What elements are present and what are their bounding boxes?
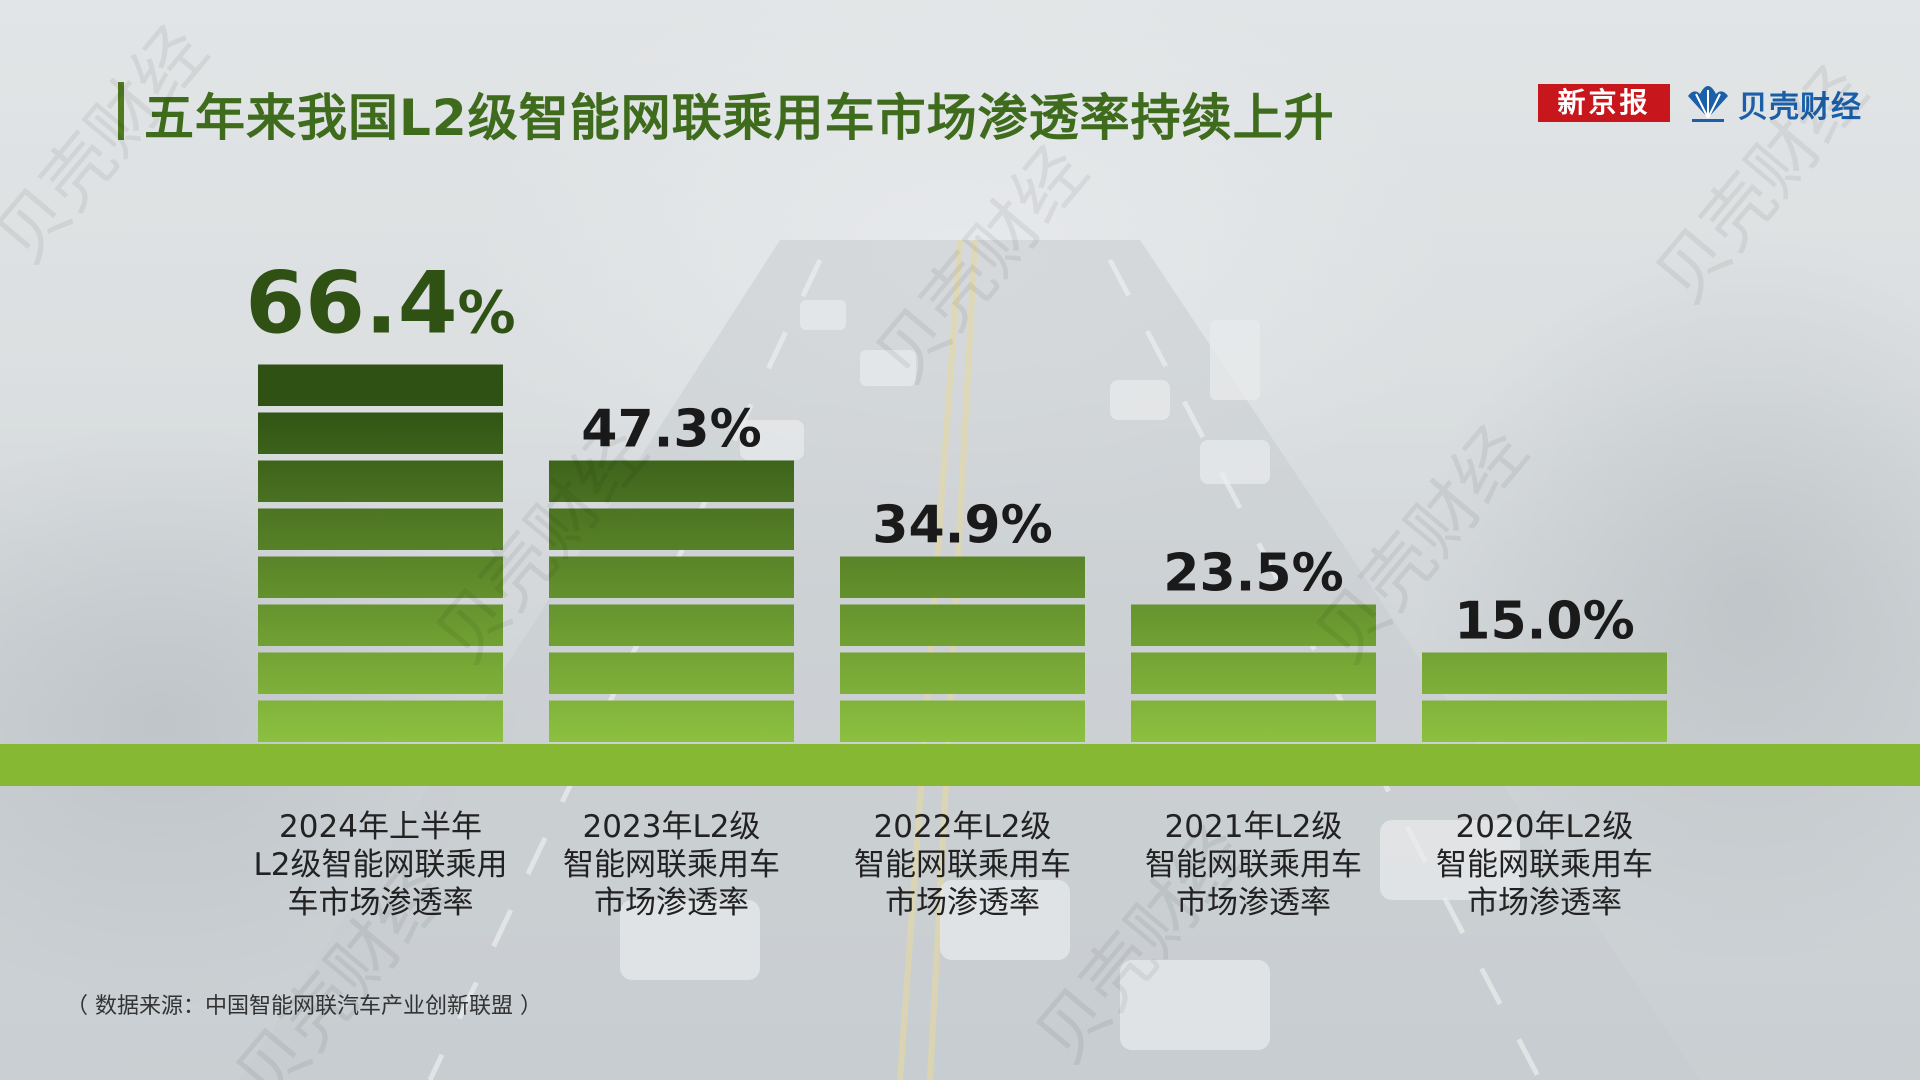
bar-segment: [258, 604, 503, 646]
bar-segment: [1131, 604, 1376, 646]
beike-logo: 贝壳财经: [1684, 82, 1862, 126]
category-label-line: 车市场渗透率: [287, 885, 474, 921]
bar-segment: [258, 460, 503, 502]
category-label-line: 2021年L2级: [1164, 809, 1343, 845]
bar-segment: [258, 556, 503, 598]
category-label-line: 市场渗透率: [594, 885, 749, 921]
data-label: 23.5%: [1163, 544, 1343, 604]
bar: [258, 364, 503, 742]
bar-segment: [1422, 700, 1667, 742]
bar-segment: [549, 508, 794, 550]
watermark: 贝壳财经: [860, 131, 1103, 398]
bar-segment: [1422, 652, 1667, 694]
bar: [549, 460, 794, 742]
category-label-line: 智能网联乘用车: [1145, 847, 1362, 883]
data-label-unit: %: [1001, 496, 1053, 556]
data-label-unit: %: [1583, 592, 1635, 652]
data-source-note: （ 数据来源：中国智能网联汽车产业创新联盟 ）: [66, 994, 542, 1019]
bar-segment: [549, 604, 794, 646]
watermark: 贝壳财经: [0, 11, 223, 278]
bar-segment: [549, 460, 794, 502]
bar-segment: [549, 556, 794, 598]
category-label-line: 市场渗透率: [1467, 885, 1622, 921]
data-label: 34.9%: [872, 496, 1052, 556]
category-label-line: 2023年L2级: [582, 809, 761, 845]
bar-segment: [258, 364, 503, 406]
data-label: 15.0%: [1454, 592, 1634, 652]
bar-segment: [840, 652, 1085, 694]
category-label-line: 2024年上半年: [279, 809, 482, 845]
bar-segment: [840, 556, 1085, 598]
data-label-unit: %: [458, 279, 516, 347]
watermark: 贝壳财经: [1640, 51, 1883, 318]
xinjingbao-logo: 新京报: [1538, 84, 1670, 122]
bar-segment: [840, 604, 1085, 646]
data-label-value: 47.3: [581, 400, 709, 460]
category-label: 2021年L2级 智能网联乘用车 市场渗透率: [1119, 808, 1389, 922]
category-label-line: 智能网联乘用车: [854, 847, 1071, 883]
bar-segment: [840, 700, 1085, 742]
category-label-line: 市场渗透率: [1176, 885, 1331, 921]
bar-segment: [549, 652, 794, 694]
bar-segment: [1131, 652, 1376, 694]
bar: [1422, 652, 1667, 742]
data-label-value: 34.9: [872, 496, 1000, 556]
category-label-line: 2020年L2级: [1455, 809, 1634, 845]
category-label-line: 智能网联乘用车: [1436, 847, 1653, 883]
bar-segment: [258, 412, 503, 454]
shell-icon: [1688, 86, 1728, 122]
bar-segment: [258, 652, 503, 694]
baseline-band: [0, 744, 1920, 786]
data-label: 47.3%: [581, 400, 761, 460]
data-label: 66.4%: [245, 254, 515, 354]
category-label: 2023年L2级 智能网联乘用车 市场渗透率: [537, 808, 807, 922]
bar: [1131, 604, 1376, 742]
chart-title: 五年来我国L2级智能网联乘用车市场渗透率持续上升: [144, 89, 1335, 147]
bar-segment: [258, 700, 503, 742]
bar-segment: [258, 508, 503, 550]
data-label-value: 15.0: [1454, 592, 1582, 652]
data-label-value: 66.4: [245, 254, 457, 354]
data-label-value: 23.5: [1163, 544, 1291, 604]
bar-segment: [549, 700, 794, 742]
bar: [840, 556, 1085, 742]
beike-logo-text: 贝壳财经: [1738, 90, 1862, 125]
bar-segment: [1131, 700, 1376, 742]
category-label-line: 市场渗透率: [885, 885, 1040, 921]
category-label: 2022年L2级 智能网联乘用车 市场渗透率: [828, 808, 1098, 922]
category-label-line: 2022年L2级: [873, 809, 1052, 845]
category-label: 2024年上半年 L2级智能网联乘用 车市场渗透率: [246, 808, 516, 922]
category-label-line: L2级智能网联乘用: [253, 847, 508, 883]
data-label-unit: %: [1292, 544, 1344, 604]
data-label-unit: %: [710, 400, 762, 460]
category-label: 2020年L2级 智能网联乘用车 市场渗透率: [1410, 808, 1680, 922]
title-accent-bar: [118, 82, 124, 140]
category-label-line: 智能网联乘用车: [563, 847, 780, 883]
